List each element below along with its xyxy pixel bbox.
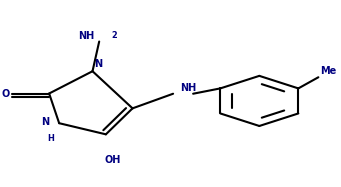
Text: O: O xyxy=(1,88,10,99)
Text: NH: NH xyxy=(180,83,196,93)
Text: Me: Me xyxy=(320,66,336,76)
Text: 2: 2 xyxy=(111,31,117,40)
Text: N: N xyxy=(41,117,49,127)
Text: H: H xyxy=(47,134,54,143)
Text: N: N xyxy=(94,59,102,69)
Text: OH: OH xyxy=(104,155,121,165)
Text: NH: NH xyxy=(78,31,94,41)
